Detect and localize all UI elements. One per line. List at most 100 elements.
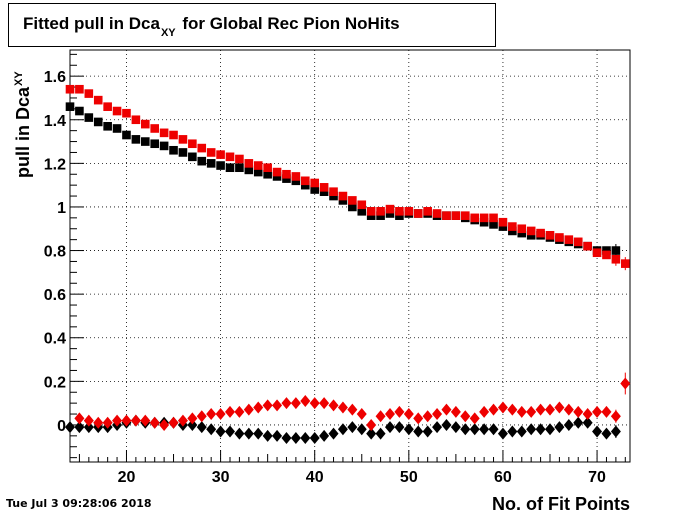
diamond-marker bbox=[582, 416, 593, 429]
square-marker bbox=[555, 233, 564, 242]
square-marker bbox=[602, 246, 611, 255]
y-tick-label: 1.4 bbox=[44, 113, 66, 130]
diamond-marker bbox=[234, 427, 245, 440]
square-marker bbox=[75, 106, 84, 116]
x-tick-label: 70 bbox=[588, 469, 606, 486]
diamond-marker bbox=[272, 429, 283, 442]
square-marker bbox=[159, 128, 169, 138]
error-bars bbox=[615, 244, 626, 439]
diamond-marker bbox=[130, 414, 141, 427]
y-tick-label: 0.8 bbox=[44, 244, 66, 261]
diamond-marker bbox=[573, 416, 584, 429]
title-subscript: XY bbox=[160, 27, 176, 39]
square-marker bbox=[319, 187, 329, 196]
axes bbox=[69, 49, 631, 463]
data-markers bbox=[65, 84, 631, 445]
y-tick-label: 1.2 bbox=[44, 156, 66, 173]
diamond-marker bbox=[488, 403, 499, 416]
y-axis-title-main: pull in Dca bbox=[13, 86, 33, 178]
diamond-marker bbox=[262, 399, 273, 412]
square-marker bbox=[225, 163, 235, 173]
square-marker bbox=[272, 167, 282, 177]
diamond-marker bbox=[497, 427, 508, 440]
diamond-marker bbox=[243, 427, 254, 440]
diamond-marker bbox=[300, 432, 311, 445]
square-marker bbox=[65, 102, 75, 111]
square-marker bbox=[253, 167, 263, 177]
title-main: Fitted pull in Dca bbox=[23, 14, 160, 33]
square-marker bbox=[197, 143, 207, 153]
square-marker bbox=[206, 159, 216, 168]
square-marker bbox=[310, 185, 320, 194]
diamond-marker bbox=[253, 401, 264, 414]
diamond-marker bbox=[347, 421, 358, 434]
diamond-marker bbox=[65, 421, 75, 434]
y-tick-label: 0.6 bbox=[44, 287, 66, 304]
diamond-marker bbox=[488, 423, 499, 436]
diamond-marker bbox=[507, 425, 518, 438]
square-marker bbox=[188, 139, 197, 149]
diamond-marker bbox=[535, 403, 546, 416]
diamond-marker bbox=[592, 405, 603, 418]
diamond-marker bbox=[215, 425, 226, 438]
square-marker bbox=[517, 228, 527, 238]
square-marker bbox=[112, 124, 122, 133]
diamond-marker bbox=[272, 399, 283, 412]
diamond-marker bbox=[337, 401, 348, 414]
x-tick-label: 30 bbox=[212, 469, 230, 486]
diamond-marker bbox=[545, 423, 555, 436]
axis-labels: 20 30 40 50 60 70 0 0.2 0.4 0.6 0.8 1 1.2 1.4 1.6 No. o… bbox=[13, 69, 630, 514]
square-marker bbox=[112, 106, 122, 116]
chart-title: Fitted pull in DcaXY for Global Rec Pion… bbox=[23, 14, 400, 39]
diamond-marker bbox=[460, 423, 471, 436]
diamond-marker bbox=[516, 405, 527, 418]
square-marker bbox=[338, 196, 348, 205]
square-marker bbox=[244, 159, 254, 168]
square-marker bbox=[357, 207, 367, 216]
square-marker bbox=[140, 137, 150, 146]
diamond-marker bbox=[206, 423, 217, 436]
diamond-marker bbox=[554, 401, 565, 414]
square-marker bbox=[93, 117, 103, 127]
square-marker bbox=[404, 207, 414, 216]
diamond-marker bbox=[253, 427, 264, 440]
diamond-marker bbox=[206, 408, 217, 421]
square-marker bbox=[395, 211, 404, 220]
diamond-marker bbox=[83, 421, 94, 434]
square-marker bbox=[366, 211, 376, 220]
title-box: Fitted pull in DcaXY for Global Rec Pion… bbox=[8, 3, 496, 47]
y-tick-label: 0 bbox=[57, 418, 66, 435]
diamond-marker bbox=[93, 416, 104, 429]
diamond-marker bbox=[450, 421, 461, 434]
diamond-marker bbox=[196, 410, 207, 423]
diamond-marker bbox=[526, 405, 537, 418]
square-marker bbox=[272, 172, 282, 181]
diamond-marker bbox=[149, 416, 160, 429]
diamond-marker bbox=[620, 377, 631, 390]
square-marker bbox=[188, 152, 197, 162]
diamond-marker bbox=[394, 405, 405, 418]
square-marker bbox=[564, 235, 574, 244]
square-marker bbox=[282, 169, 291, 179]
diamond-marker bbox=[159, 418, 170, 431]
square-marker bbox=[244, 165, 254, 175]
square-marker bbox=[131, 115, 141, 125]
square-marker bbox=[291, 176, 301, 186]
diamond-marker bbox=[385, 421, 395, 434]
y-tick-label: 1.6 bbox=[44, 69, 66, 86]
diamond-marker bbox=[74, 412, 85, 425]
diamond-marker bbox=[281, 397, 292, 410]
square-marker bbox=[385, 209, 395, 218]
diamond-marker bbox=[262, 429, 273, 442]
square-marker bbox=[197, 156, 207, 166]
diamond-marker bbox=[403, 423, 414, 436]
diamond-marker bbox=[337, 423, 348, 436]
square-marker bbox=[225, 152, 235, 162]
square-marker bbox=[206, 148, 216, 157]
square-marker bbox=[432, 209, 442, 218]
square-marker bbox=[366, 207, 376, 216]
square-marker bbox=[526, 226, 536, 236]
diamond-marker bbox=[356, 408, 367, 421]
diamond-marker bbox=[610, 425, 621, 438]
